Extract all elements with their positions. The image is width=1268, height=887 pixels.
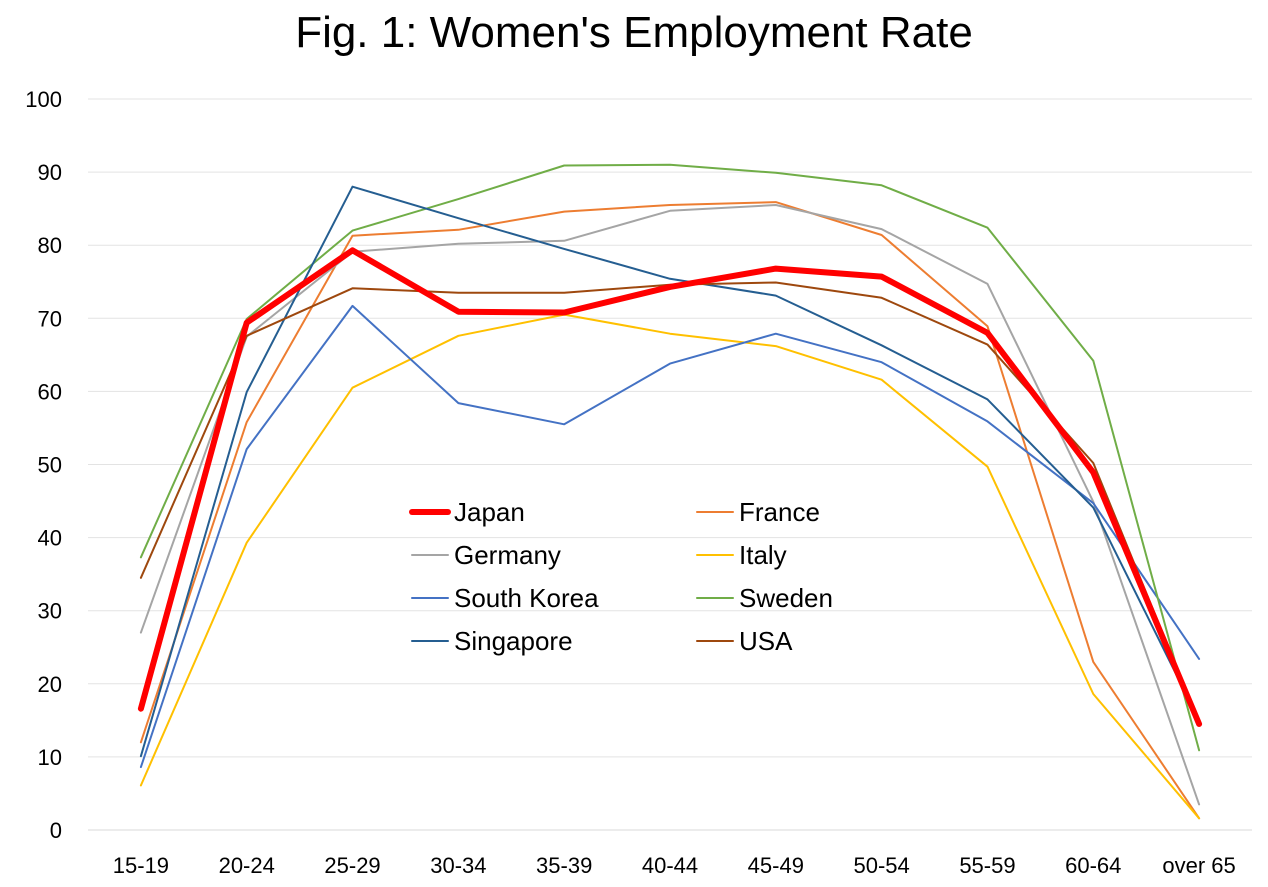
legend-label-usa: USA — [739, 626, 793, 656]
y-tick-label: 30 — [38, 599, 62, 624]
y-axis-tick-labels: 0 10 20 30 40 50 60 70 80 90 100 — [25, 87, 62, 843]
y-tick-label: 90 — [38, 160, 62, 185]
y-tick-label: 40 — [38, 526, 62, 551]
series-lines — [137, 163, 1203, 820]
legend-label-france: France — [739, 497, 820, 527]
y-tick-label: 60 — [38, 379, 62, 404]
series-line-south-korea — [139, 304, 1201, 769]
series-line-germany — [139, 204, 1201, 806]
x-axis-tick-labels: 15-19 20-24 25-29 30-34 35-39 40-44 45-49 50-54… — [113, 853, 1236, 878]
x-tick-label: over 65 — [1162, 853, 1235, 878]
legend-label-singapore: Singapore — [454, 626, 573, 656]
series-line-sweden — [139, 163, 1201, 752]
x-tick-label: 55-59 — [959, 853, 1015, 878]
legend-label-japan: Japan — [454, 497, 525, 527]
gridlines — [88, 98, 1252, 831]
y-tick-label: 70 — [38, 306, 62, 331]
y-tick-label: 100 — [25, 87, 62, 112]
x-tick-label: 30-34 — [430, 853, 486, 878]
legend-label-italy: Italy — [739, 540, 787, 570]
x-tick-label: 20-24 — [219, 853, 275, 878]
series-line-usa — [139, 281, 1201, 724]
x-tick-label: 15-19 — [113, 853, 169, 878]
y-tick-label: 10 — [38, 745, 62, 770]
series-line-japan — [137, 247, 1203, 727]
y-tick-label: 0 — [50, 818, 62, 843]
legend-label-sweden: Sweden — [739, 583, 833, 613]
x-tick-label: 60-64 — [1065, 853, 1121, 878]
y-tick-label: 80 — [38, 233, 62, 258]
y-tick-label: 50 — [38, 453, 62, 478]
x-tick-label: 40-44 — [642, 853, 698, 878]
x-tick-label: 50-54 — [853, 853, 909, 878]
series-line-singapore — [139, 185, 1201, 758]
series-line-france — [139, 201, 1201, 820]
legend: Japan France Germany Italy South Korea Sweden… — [409, 497, 833, 656]
legend-label-south-korea: South Korea — [454, 583, 599, 613]
y-tick-label: 20 — [38, 672, 62, 697]
x-tick-label: 45-49 — [748, 853, 804, 878]
x-tick-label: 25-29 — [324, 853, 380, 878]
x-tick-label: 35-39 — [536, 853, 592, 878]
chart-title: Fig. 1: Women's Employment Rate — [295, 8, 973, 57]
legend-label-germany: Germany — [454, 540, 561, 570]
series-line-italy — [139, 313, 1201, 820]
